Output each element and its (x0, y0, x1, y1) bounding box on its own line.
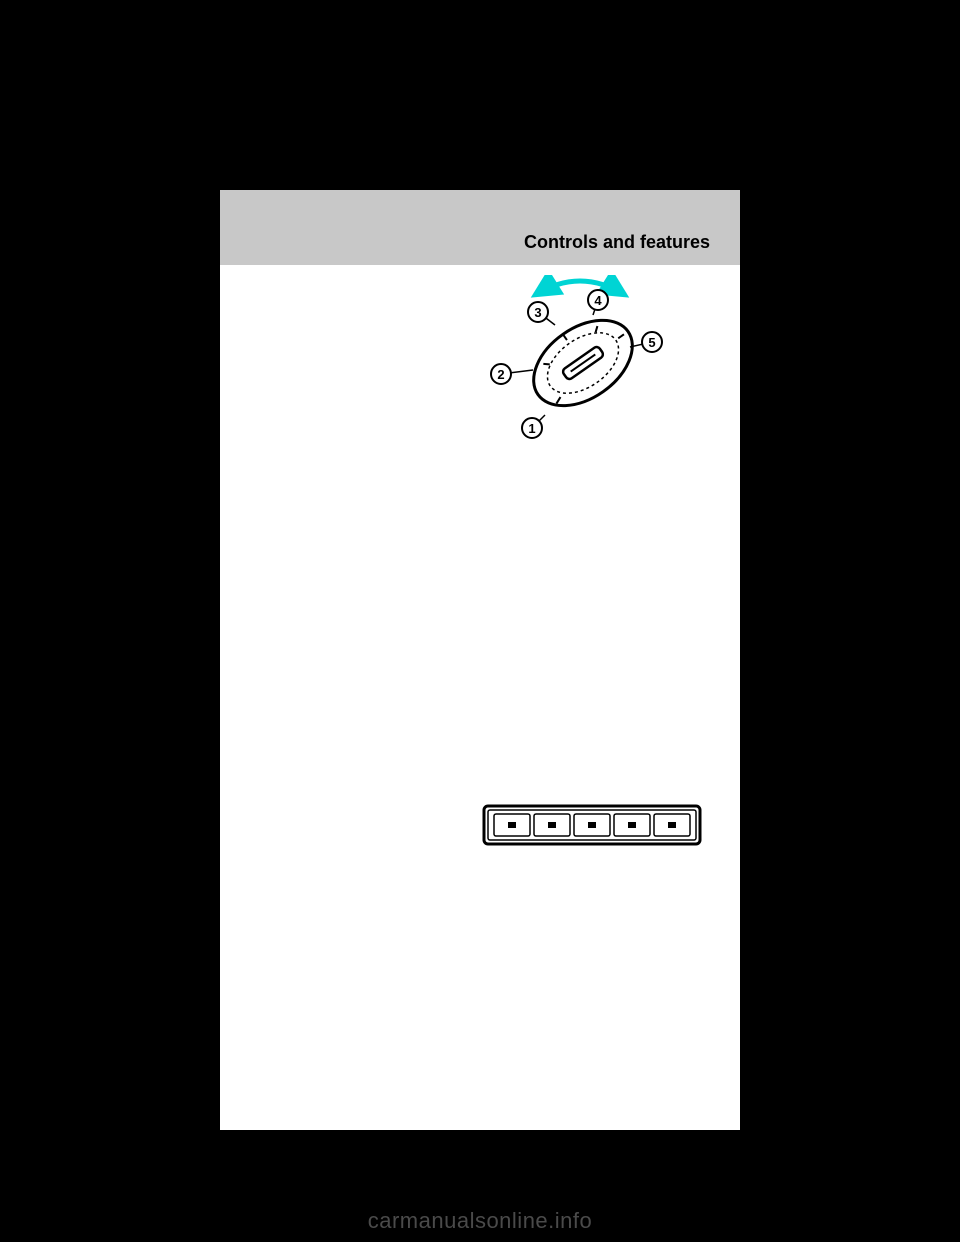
callout-1: 1 (521, 417, 543, 439)
header-bar: Controls and features (220, 190, 740, 265)
callout-2: 2 (490, 363, 512, 385)
manual-page: Controls and features (220, 190, 740, 1130)
keypad-diagram (482, 800, 702, 850)
watermark-text: carmanualsonline.info (368, 1208, 593, 1234)
keypad-svg (482, 800, 702, 850)
callout-3: 3 (527, 301, 549, 323)
callout-5: 5 (641, 331, 663, 353)
ignition-diagram: 1 2 3 4 5 (475, 275, 695, 455)
section-title: Controls and features (524, 232, 710, 253)
callout-4: 4 (587, 289, 609, 311)
